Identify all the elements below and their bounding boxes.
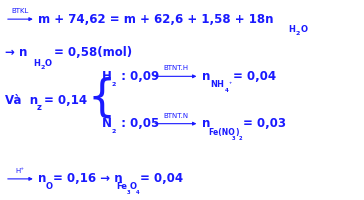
Text: z: z	[37, 103, 41, 112]
Text: → n: → n	[5, 46, 27, 59]
Text: ): )	[236, 128, 239, 137]
Text: Fe(NO: Fe(NO	[208, 128, 235, 137]
Text: O: O	[45, 59, 52, 68]
Text: BTNT.H: BTNT.H	[163, 65, 189, 71]
Text: n: n	[37, 172, 46, 185]
Text: Và  n: Và n	[5, 94, 38, 106]
Text: = 0,04: = 0,04	[141, 172, 183, 185]
Text: = 0,16 → n: = 0,16 → n	[53, 172, 123, 185]
Text: = 0,04: = 0,04	[233, 70, 276, 83]
Text: O: O	[130, 182, 136, 191]
Text: 2: 2	[40, 65, 45, 70]
Text: 2: 2	[112, 82, 116, 87]
Text: m + 74,62 = m + 62,6 + 1,58 + 18n: m + 74,62 = m + 62,6 + 1,58 + 18n	[37, 13, 273, 26]
Text: : 0,09: : 0,09	[117, 70, 159, 83]
Text: O: O	[300, 25, 308, 34]
Text: = 0,58(mol): = 0,58(mol)	[54, 46, 132, 59]
Text: = 0,14: = 0,14	[44, 94, 87, 106]
Text: n: n	[202, 70, 210, 83]
Text: 4: 4	[136, 190, 139, 195]
Text: BTNT.N: BTNT.N	[163, 113, 189, 119]
Text: 3: 3	[127, 190, 130, 195]
Text: : 0,05: : 0,05	[117, 117, 159, 130]
Text: Fe: Fe	[116, 182, 127, 191]
Text: 2: 2	[296, 31, 300, 36]
Text: 3: 3	[232, 136, 236, 141]
Text: H⁺: H⁺	[16, 168, 25, 174]
Text: 2: 2	[239, 136, 243, 141]
Text: H: H	[289, 25, 296, 34]
Text: N: N	[102, 117, 112, 130]
Text: 2: 2	[112, 129, 116, 134]
Text: H: H	[33, 59, 40, 68]
Text: 4: 4	[225, 88, 229, 93]
Text: n: n	[202, 117, 210, 130]
Text: O: O	[46, 182, 53, 191]
Text: NH: NH	[210, 80, 224, 89]
Text: H: H	[102, 70, 112, 83]
Text: {: {	[87, 77, 116, 120]
Text: ⁺: ⁺	[228, 82, 232, 87]
Text: = 0,03: = 0,03	[244, 117, 286, 130]
Text: BTKL: BTKL	[12, 8, 29, 14]
